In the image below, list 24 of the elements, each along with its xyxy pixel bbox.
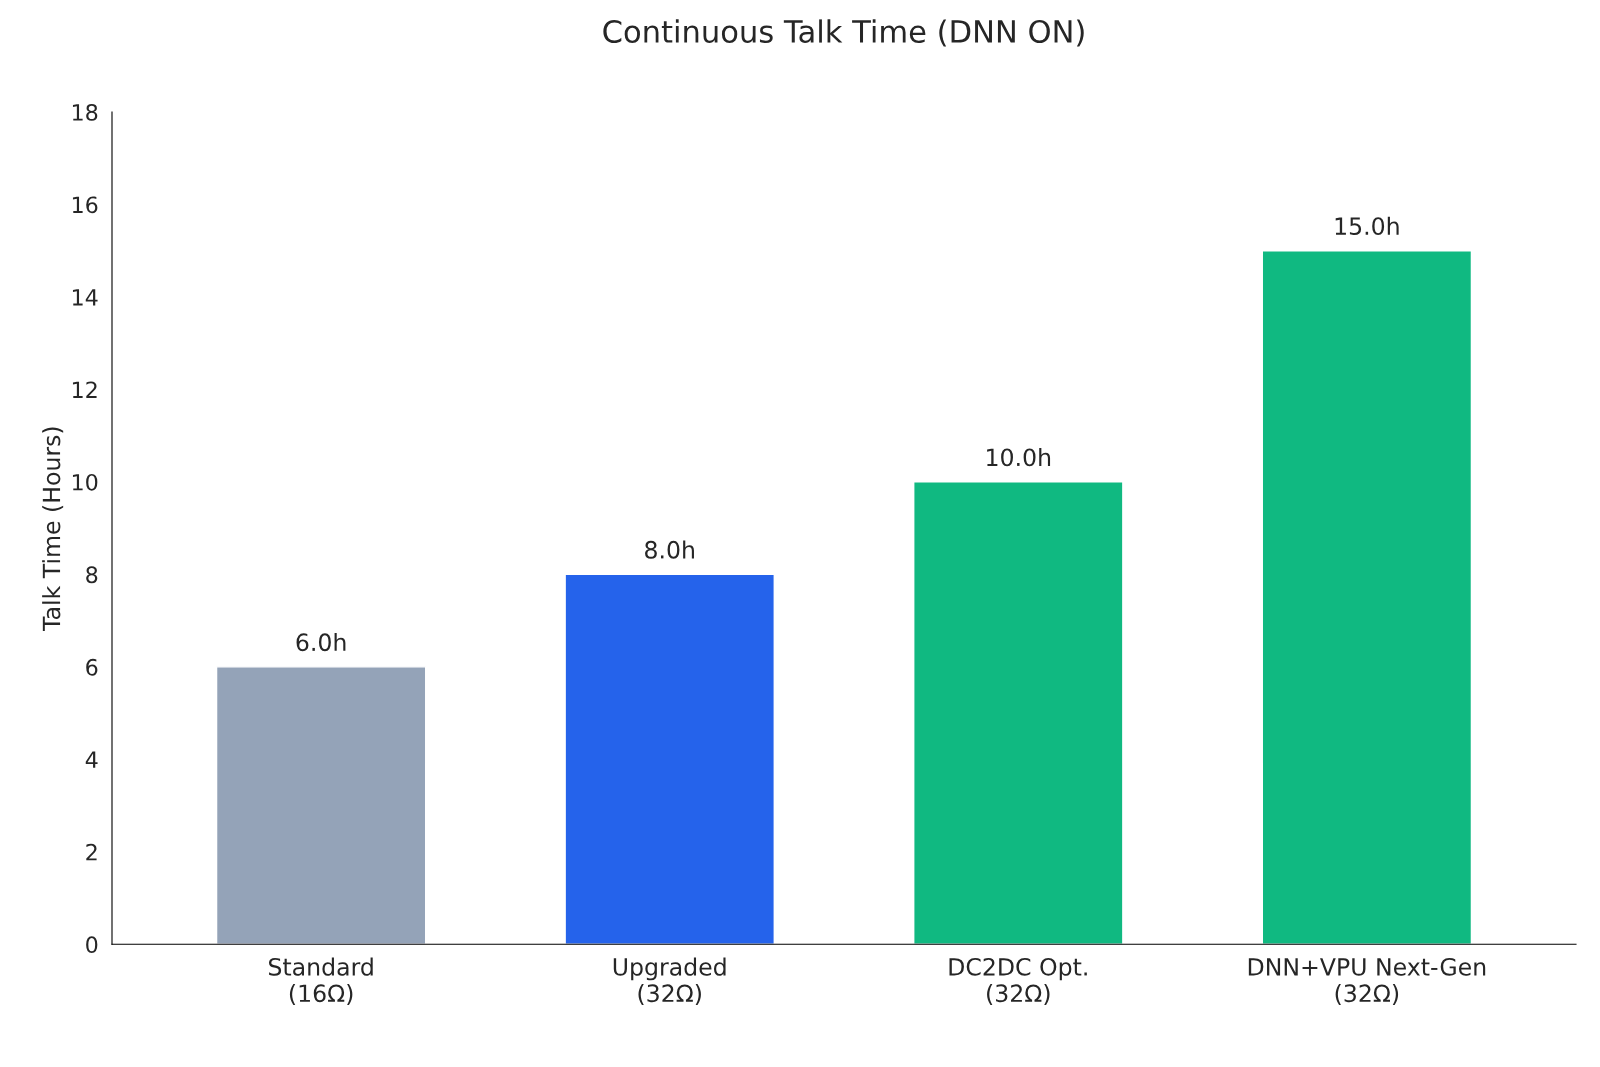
data-label: 6.0h: [296, 632, 346, 652]
x-tick-label: DNN+VPU Next-Gen (32Ω): [1248, 957, 1486, 1005]
x-tick-label: Standard (16Ω): [268, 957, 373, 1005]
y-tick-label: 6: [86, 658, 98, 676]
data-label: 8.0h: [645, 540, 694, 559]
chart-title: Continuous Talk Time (DNN ON): [603, 19, 1084, 47]
y-tick-label: 16: [72, 196, 98, 214]
x-tick-label: DC2DC Opt. (32Ω): [949, 957, 1087, 1005]
y-tick-label: 0: [86, 936, 98, 954]
data-label: 15.0h: [1335, 216, 1399, 236]
data-label: 10.0h: [987, 447, 1051, 467]
x-tick-label: Upgraded (32Ω): [613, 957, 726, 1005]
bar: [564, 573, 775, 945]
y-tick-label: 2: [86, 843, 97, 861]
y-tick-label: 12: [72, 381, 97, 398]
y-tick-label: 4: [85, 751, 98, 768]
y-tick-label: 18: [72, 103, 98, 121]
bar: [215, 666, 427, 945]
y-axis-title: Talk Time (Hours): [42, 427, 64, 632]
bar: [1261, 250, 1473, 945]
y-tick-label: 14: [72, 289, 98, 306]
bar: [913, 481, 1124, 945]
y-tick-label: 10: [72, 473, 98, 491]
y-tick-label: 8: [86, 566, 98, 584]
